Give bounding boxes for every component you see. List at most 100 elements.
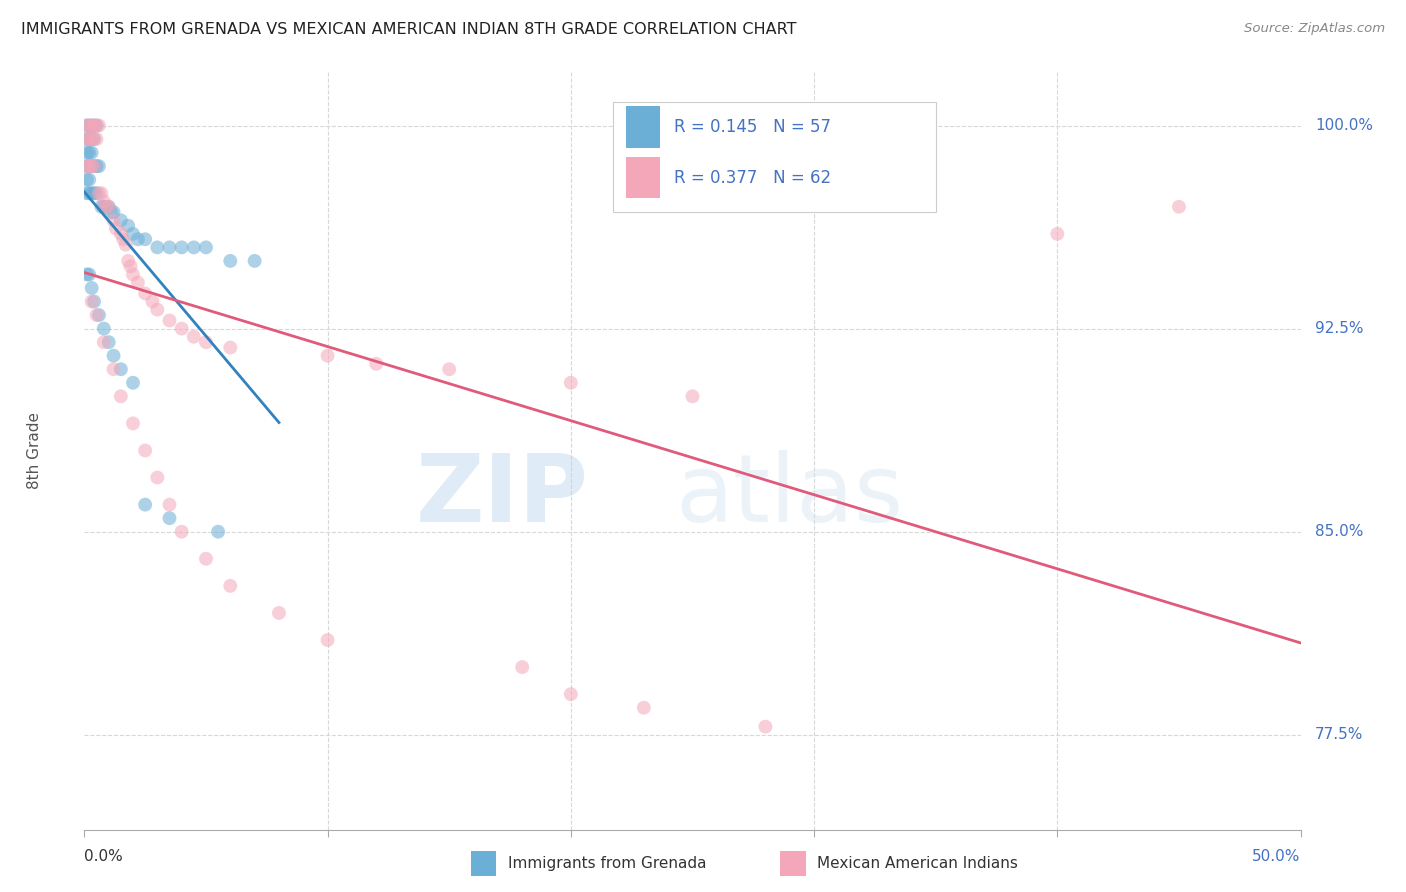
Point bbox=[76, 119, 98, 133]
Point bbox=[510, 660, 533, 674]
Point bbox=[86, 308, 108, 322]
Point bbox=[77, 145, 100, 160]
Point bbox=[117, 254, 139, 268]
Point bbox=[114, 237, 136, 252]
Point bbox=[87, 159, 110, 173]
Text: 77.5%: 77.5% bbox=[1315, 727, 1364, 742]
Point bbox=[134, 286, 156, 301]
Point bbox=[76, 268, 98, 282]
Point bbox=[159, 313, 181, 327]
Point bbox=[134, 232, 156, 246]
Text: 8th Grade: 8th Grade bbox=[27, 412, 42, 489]
Point bbox=[76, 172, 98, 186]
Point bbox=[90, 200, 112, 214]
Point bbox=[103, 349, 125, 363]
Point bbox=[439, 362, 461, 376]
Point bbox=[207, 524, 229, 539]
Point bbox=[80, 132, 103, 146]
Point bbox=[77, 268, 100, 282]
Point bbox=[76, 159, 98, 173]
Point bbox=[117, 219, 139, 233]
Point bbox=[80, 186, 103, 201]
Point bbox=[127, 232, 149, 246]
Text: 0.0%: 0.0% bbox=[84, 848, 124, 863]
Point bbox=[1046, 227, 1069, 241]
Point bbox=[76, 132, 98, 146]
Point bbox=[122, 268, 145, 282]
Text: 92.5%: 92.5% bbox=[1315, 321, 1364, 336]
Point bbox=[80, 159, 103, 173]
Point bbox=[86, 132, 108, 146]
Text: 100.0%: 100.0% bbox=[1315, 118, 1374, 133]
Point bbox=[90, 186, 112, 201]
Point bbox=[146, 302, 169, 317]
Point bbox=[93, 321, 115, 335]
Point bbox=[77, 186, 100, 201]
Point bbox=[77, 132, 100, 146]
Point bbox=[103, 205, 125, 219]
Point bbox=[76, 159, 98, 173]
Point bbox=[80, 132, 103, 146]
Point bbox=[86, 119, 108, 133]
Point bbox=[83, 294, 105, 309]
Point bbox=[560, 376, 582, 390]
Point bbox=[96, 200, 118, 214]
Point bbox=[77, 172, 100, 186]
Point bbox=[159, 240, 181, 254]
Point bbox=[110, 227, 132, 241]
Point bbox=[80, 294, 103, 309]
Point bbox=[86, 159, 108, 173]
Point bbox=[93, 194, 115, 209]
Point bbox=[110, 389, 132, 403]
Point bbox=[682, 389, 704, 403]
Bar bbox=[626, 106, 659, 148]
Point bbox=[83, 132, 105, 146]
Point bbox=[112, 232, 135, 246]
Point bbox=[134, 443, 156, 458]
Point bbox=[77, 119, 100, 133]
Point bbox=[560, 687, 582, 701]
Point bbox=[77, 132, 100, 146]
Point bbox=[316, 632, 339, 647]
Point bbox=[103, 362, 125, 376]
Point bbox=[110, 362, 132, 376]
Point bbox=[83, 119, 105, 133]
Point bbox=[366, 357, 388, 371]
Text: Mexican American Indians: Mexican American Indians bbox=[817, 856, 1018, 871]
Point bbox=[110, 213, 132, 227]
Point bbox=[127, 276, 149, 290]
Point bbox=[104, 221, 127, 235]
Point bbox=[219, 579, 242, 593]
Point bbox=[86, 186, 108, 201]
Point bbox=[80, 145, 103, 160]
Text: Immigrants from Grenada: Immigrants from Grenada bbox=[508, 856, 706, 871]
Point bbox=[77, 159, 100, 173]
Point bbox=[1167, 200, 1189, 214]
Point bbox=[83, 159, 105, 173]
Point bbox=[243, 254, 266, 268]
Point bbox=[83, 132, 105, 146]
Point bbox=[93, 200, 115, 214]
Point bbox=[76, 186, 98, 201]
Point bbox=[122, 227, 145, 241]
Point bbox=[120, 260, 142, 274]
Point bbox=[170, 240, 193, 254]
Point bbox=[87, 119, 110, 133]
Point bbox=[87, 186, 110, 201]
Point bbox=[80, 119, 103, 133]
Text: 50.0%: 50.0% bbox=[1253, 848, 1301, 863]
Point bbox=[80, 119, 103, 133]
Point bbox=[97, 200, 120, 214]
Point bbox=[77, 159, 100, 173]
Point bbox=[96, 200, 118, 214]
Point bbox=[633, 700, 655, 714]
Point bbox=[170, 321, 193, 335]
Point bbox=[122, 417, 145, 431]
FancyBboxPatch shape bbox=[613, 102, 936, 211]
Point bbox=[194, 335, 218, 350]
Point bbox=[159, 498, 181, 512]
Point bbox=[219, 254, 242, 268]
Point bbox=[141, 294, 163, 309]
Point bbox=[76, 145, 98, 160]
Point bbox=[83, 119, 105, 133]
